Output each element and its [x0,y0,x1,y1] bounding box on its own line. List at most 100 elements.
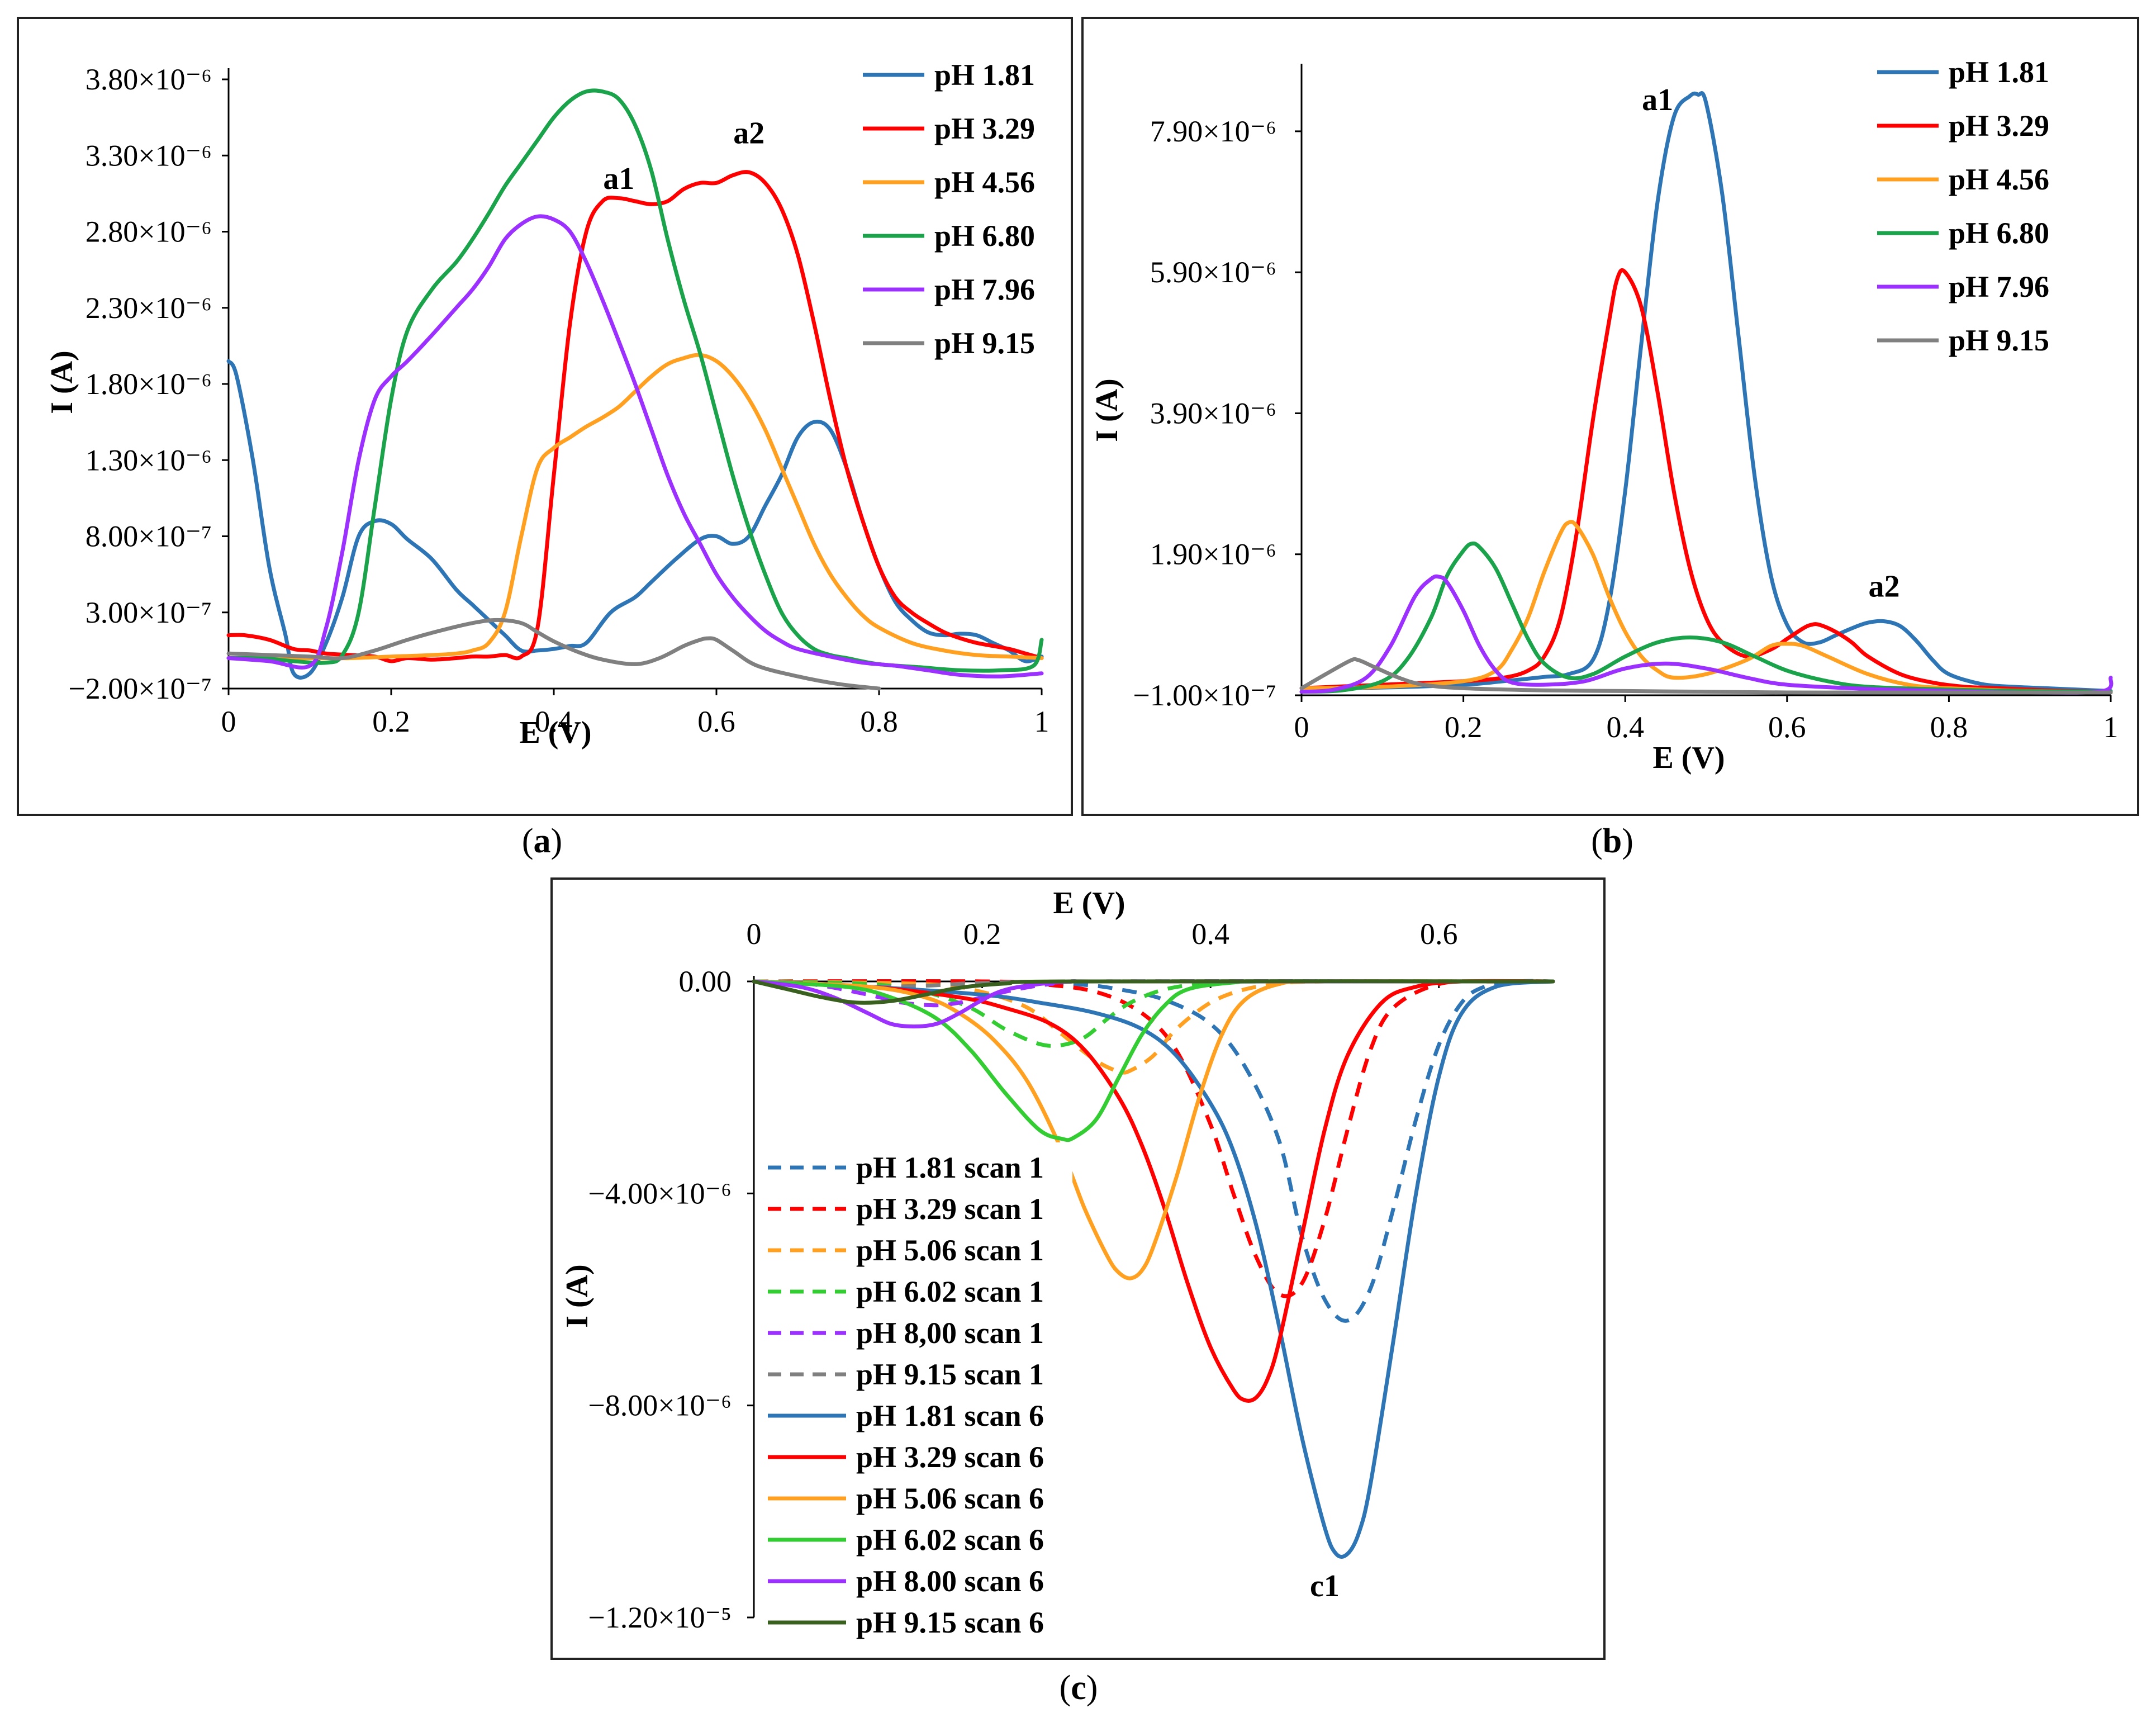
series-line-ph-3-29 [1299,268,2113,694]
y-tick-label: 0.00 [679,965,732,998]
legend-label: pH 3.29 [934,112,1035,145]
y-tick-label: 1.30×10⁻⁶ [86,443,212,477]
legend-label: pH 4.56 [1949,163,2049,196]
legend: pH 1.81 pH 3.29 pH 4.56 pH 6.80 pH 7.96 pH 9.… [863,58,1035,360]
y-tick-label: 8.00×10⁻⁷ [86,520,212,553]
panel-label-c-letter: c [1071,1669,1086,1707]
y-tick-label: 3.80×10⁻⁶ [86,63,212,96]
panel-label-a: (a) [521,822,563,860]
y-tick-label: 2.80×10⁻⁶ [86,215,212,249]
x-tick-label: 0.6 [1768,710,1806,744]
legend-label: pH 9.15 [1949,324,2049,357]
legend-label: pH 6.02 scan 6 [856,1523,1044,1557]
panel-label-b: (b) [1591,822,1633,860]
series-line-ph-7-96 [226,214,1044,679]
x-tick-label: 0.2 [372,705,410,738]
y-tick-label: 3.30×10⁻⁶ [86,139,212,172]
legend: pH 1.81 scan 1 pH 3.29 scan 1 pH 5.06 scan… [759,1142,1072,1655]
series-line-ph-6-02-scan-6 [752,979,1555,1142]
y-tick-label: 1.90×10⁻⁶ [1150,538,1276,571]
chart-a-svg: 0 0.2 0.4 0.6 0.8 1 3.80×10⁻⁶ 3.30×10⁻⁶ 2.80×10⁻… [45,58,1049,750]
legend-label: pH 8.00 scan 6 [856,1564,1044,1598]
y-tick-label: 3.00×10⁻⁷ [86,596,212,629]
y-tick-label: 1.80×10⁻⁶ [86,367,212,401]
panel-label-a-letter: a [533,822,551,860]
series-line-ph-1-81-scan-6 [752,979,1555,1559]
x-tick-label: 0 [1294,710,1309,744]
legend-label: pH 5.06 scan 1 [856,1233,1044,1267]
legend-label: pH 1.81 [934,58,1035,92]
legend-label: pH 1.81 scan 6 [856,1399,1044,1432]
legend-label: pH 6.80 [934,219,1035,253]
x-tick-label: 1 [1034,705,1049,738]
y-tick-label: 7.90×10⁻⁶ [1150,115,1276,148]
x-axis-label: E (V) [519,715,591,750]
x-tick-label: 0.6 [697,705,735,738]
y-axis-label: I (A) [560,1264,595,1328]
peak-annotation: c1 [1310,1569,1340,1603]
chart-panel-c: 0 0.2 0.4 0.6 0.00 −4.00×10⁻⁶ −8.00×10⁻⁶ −1.20×… [550,877,1606,1660]
legend-label: pH 3.29 [1949,109,2049,143]
legend-label: pH 1.81 scan 1 [856,1151,1044,1184]
legend-label: pH 7.96 [934,273,1035,306]
y-tick-label: −1.00×10⁻⁷ [1133,679,1276,712]
x-tick-label: 0 [221,705,236,738]
chart-panel-b: 0 0.2 0.4 0.6 0.8 1 7.90×10⁻⁶ 5.90×10⁻⁶ 3.90×10⁻… [1081,17,2139,816]
x-tick-label: 0 [747,917,762,951]
peak-annotation: a1 [1642,83,1673,117]
legend-label: pH 6.02 scan 1 [856,1275,1044,1308]
panel-label-b-letter: b [1602,822,1622,860]
legend-label: pH 4.56 [934,165,1035,199]
y-tick-label: −8.00×10⁻⁶ [588,1389,732,1422]
x-tick-label: 0.6 [1420,917,1458,951]
peak-annotation: a1 [603,162,634,196]
legend-label: pH 9.15 scan 6 [856,1606,1044,1639]
series-line-ph-9-15 [226,618,881,691]
x-tick-label: 1 [2103,710,2119,744]
series-line-ph-1-81 [226,359,1044,680]
legend-label: pH 6.80 [1949,216,2049,250]
legend-label: pH 8,00 scan 1 [856,1316,1044,1350]
y-tick-label: 2.30×10⁻⁶ [86,291,212,325]
legend-label: pH 5.06 scan 6 [856,1482,1044,1515]
x-axis-label: E (V) [1652,741,1725,775]
series-line-ph-1-81-scan-1 [753,979,1554,1323]
x-tick-label: 0.4 [1606,710,1644,744]
y-tick-label: −2.00×10⁻⁷ [68,672,212,705]
x-tick-label: 0.2 [963,917,1001,951]
panel-label-c: (c) [1059,1669,1098,1707]
series-line-ph-3-29 [226,170,1044,663]
legend-background [759,1142,1072,1655]
series-line-ph-1-81 [1299,91,2113,693]
y-axis-label: I (A) [1090,378,1124,442]
legend-label: pH 3.29 scan 1 [856,1192,1044,1226]
series-line-ph-4-56 [1299,520,2113,695]
y-tick-label: 3.90×10⁻⁶ [1150,396,1276,430]
x-tick-label: 0.4 [535,705,573,738]
legend-label: pH 7.96 [1949,270,2049,303]
x-axis-label: E (V) [1053,886,1125,921]
y-axis-label: I (A) [45,350,79,414]
x-tick-label: 0.8 [1930,710,1968,744]
legend: pH 1.81 pH 3.29 pH 4.56 pH 6.80 pH 7.96 pH 9.… [1877,55,2049,357]
x-tick-label: 0.8 [860,705,898,738]
series-line-ph-4-56 [226,353,1044,661]
y-tick-label: −4.00×10⁻⁶ [588,1176,732,1210]
series-line-ph-9-15-scan-6 [752,979,1555,1005]
series-line-ph-3-29-scan-1 [753,979,1554,1298]
x-tick-label: 0.2 [1445,710,1483,744]
x-tick-label: 0.4 [1191,917,1229,951]
series-line-ph-6-80 [1299,541,2113,694]
chart-c-svg: 0 0.2 0.4 0.6 0.00 −4.00×10⁻⁶ −8.00×10⁻⁶ −1.20×… [560,886,1555,1655]
peak-annotation: a2 [733,116,764,150]
legend-label: pH 9.15 scan 1 [856,1358,1044,1391]
peak-annotation: a2 [1869,569,1900,604]
chart-panel-a: 0 0.2 0.4 0.6 0.8 1 3.80×10⁻⁶ 3.30×10⁻⁶ 2.80×10⁻… [17,17,1073,816]
y-tick-label: −1.20×10⁻⁵ [588,1601,732,1634]
legend-label: pH 1.81 [1949,55,2049,89]
y-tick-label: 5.90×10⁻⁶ [1150,255,1276,289]
legend-label: pH 9.15 [934,326,1035,360]
chart-b-svg: 0 0.2 0.4 0.6 0.8 1 7.90×10⁻⁶ 5.90×10⁻⁶ 3.90×10⁻… [1090,55,2119,775]
series-line-ph-9-15 [1299,657,2113,695]
series-line-ph-3-29-scan-6 [752,979,1555,1403]
